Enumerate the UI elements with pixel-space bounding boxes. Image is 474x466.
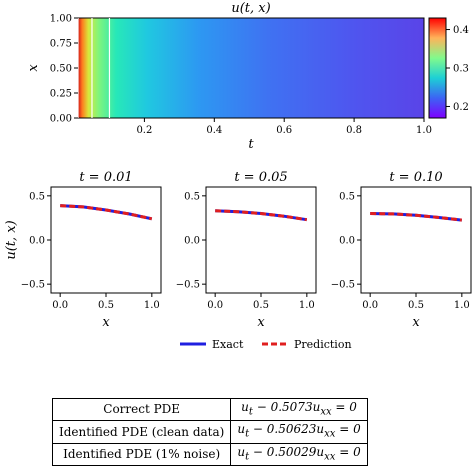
subplot-x-label: x [257,315,265,330]
legend-exact-label: Exact [212,338,244,351]
series-line-prediction [215,209,308,222]
subplot-y-tick-label: −0.5 [331,280,355,291]
subplot-frame [205,186,317,294]
heatmap-y-tick-label: 0.75 [50,39,72,50]
heatmap-y-ticks: 0.00 0.25 0.50 0.75 1.00 [50,14,78,125]
heatmap-x-tick-label: 0.6 [276,125,292,136]
heatmap-x-label: t [248,137,254,152]
colorbar-tick-label: 0.4 [453,25,469,36]
pde-table: Correct PDE ut − 0.5073uxx = 0 Identified … [51,397,368,466]
subplot-title: t = 0.01 [79,170,132,185]
line-subplot: t = 0.10 0.0 0.5 1.0 −0.5 0.0 0.5 x [331,170,472,330]
pde-table-row: Identified PDE (1% noise) ut − 0.50029uxx… [51,442,368,466]
pde-row-label: Correct PDE [51,397,232,422]
heatmap-field [78,18,424,118]
line-subplots: t = 0.010.0 0.5 1.0−0.50.00.5xu(t, x)t = 0… [4,170,472,330]
line-subplot: t = 0.05 0.0 0.5 1.0 −0.5 0.0 0.5 x [176,170,317,330]
subplot-x-tick-label: 0.5 [253,300,269,311]
colorbar-gradient [428,17,447,119]
series-line-prediction [370,212,462,222]
subplot-x-label: x [102,315,110,330]
pde-row-equation: ut − 0.50029uxx = 0 [230,442,368,466]
subplot-frame [360,186,472,294]
heatmap-x-tick-label: 1.0 [416,125,432,136]
subplot-y-label: u(t, x) [4,220,19,259]
pde-row-equation: ut − 0.5073uxx = 0 [230,397,368,422]
subplot-x-tick-label: 1.0 [144,300,160,311]
subplot-x-tick-label: 1.0 [299,300,315,311]
subplot-x-tick-label: 1.0 [454,300,470,311]
subplot-x-tick-label: 0.0 [207,300,223,311]
pde-table-row: Correct PDE ut − 0.5073uxx = 0 [51,397,368,422]
heatmap-y-tick-label: 1.00 [50,14,72,25]
pde-row-equation: ut − 0.50623uxx = 0 [230,420,368,444]
pde-row-label: Identified PDE (1% noise) [51,442,232,466]
heatmap-y-label: x [26,64,41,72]
pde-row-label: Identified PDE (clean data) [51,420,232,444]
subplot-y-tick-label: 0.5 [184,191,200,202]
heatmap-x-ticks: 0.2 0.4 0.6 0.8 1.0 [136,118,432,136]
heatmap-y-tick-label: 0.25 [50,89,72,100]
heatmap-x-tick-label: 0.4 [206,125,222,136]
series-line-prediction [60,204,153,221]
subplot-y-tick-label: 0.0 [339,236,355,247]
heatmap-x-tick-label: 0.8 [346,125,362,136]
subplot-y-tick-label: 0.0 [184,236,200,247]
pde-table-row: Identified PDE (clean data) ut − 0.50623u… [51,420,368,444]
colorbar-tick-label: 0.2 [453,102,469,113]
subplot-x-label: x [412,315,420,330]
line-subplot: t = 0.01 0.0 0.5 1.0 −0.5 0.0 0.5 x u(t, x) [4,170,162,330]
heatmap-title: u(t, x) [231,1,270,16]
figure-canvas: u(t, x) 0.2 0.4 0.6 0.8 1.0 0.00 0.25 0.50 0.75… [4,1,472,351]
subplot-x-tick-label: 0.5 [408,300,424,311]
legend-prediction-label: Prediction [294,338,352,351]
subplot-y-tick-label: −0.5 [21,280,45,291]
subplot-y-tick-label: −0.5 [176,280,200,291]
heatmap-y-tick-label: 0.00 [50,114,72,125]
subplot-x-tick-label: 0.5 [98,300,114,311]
heatmap-x-tick-label: 0.2 [136,125,152,136]
colorbar-ticks: 0.2 0.3 0.4 [446,25,469,113]
subplot-x-tick-label: 0.0 [362,300,378,311]
subplot-x-tick-label: 0.0 [52,300,68,311]
colorbar: 0.2 0.3 0.4 [428,17,469,119]
heatmap-chart: u(t, x) 0.2 0.4 0.6 0.8 1.0 0.00 0.25 0.50 0.75… [26,1,432,152]
heatmap-y-tick-label: 0.50 [50,64,72,75]
subplot-y-tick-label: 0.5 [29,191,45,202]
legend: Exact Prediction [180,338,352,351]
subplot-y-tick-label: 0.5 [339,191,355,202]
subplot-frame [50,186,162,294]
subplot-title: t = 0.05 [234,170,287,185]
colorbar-tick-label: 0.3 [453,64,469,75]
subplot-title: t = 0.10 [389,170,442,185]
subplot-y-tick-label: 0.0 [29,236,45,247]
